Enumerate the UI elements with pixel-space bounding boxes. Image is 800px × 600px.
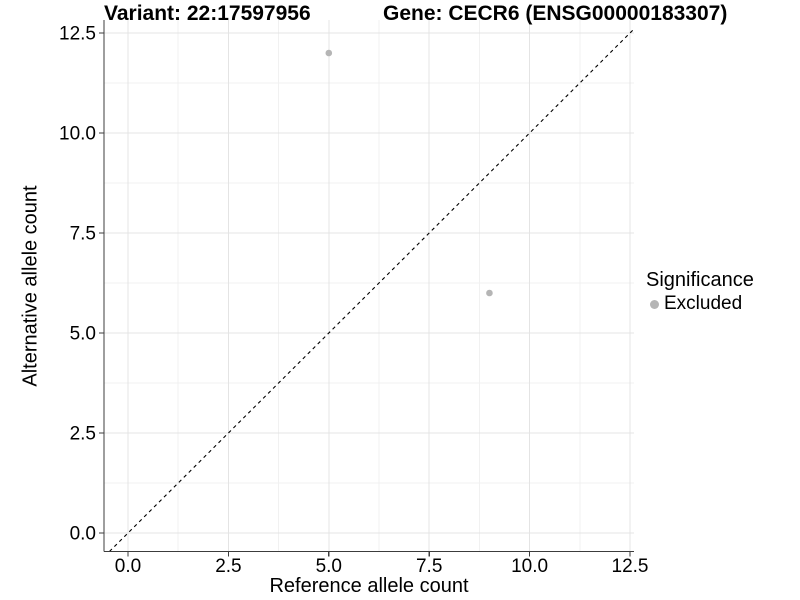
x-tick-label: 5.0 xyxy=(316,556,342,577)
x-tick-label: 12.5 xyxy=(612,556,649,577)
x-axis-title: Reference allele count xyxy=(269,575,469,597)
y-tick-label: 5.0 xyxy=(70,324,96,345)
y-tick-label: 2.5 xyxy=(70,424,96,445)
y-tick-label: 12.5 xyxy=(59,24,96,45)
y-tick-label: 10.0 xyxy=(59,124,96,145)
chart-title-variant: Variant: 22:17597956 xyxy=(104,2,311,25)
legend-item-excluded: Excluded xyxy=(650,293,754,315)
legend-item-label: Excluded xyxy=(664,293,743,314)
y-tick-label: 7.5 xyxy=(70,224,96,245)
x-tick-label: 2.5 xyxy=(215,556,241,577)
y-tick-label: 0.0 xyxy=(70,524,96,545)
data-point xyxy=(486,289,493,297)
legend-title: Significance xyxy=(646,269,754,291)
data-point xyxy=(325,49,333,57)
x-tick-label: 0.0 xyxy=(115,556,141,577)
chart-title-gene: Gene: CECR6 (ENSG00000183307) xyxy=(383,2,728,25)
excluded-point-icon xyxy=(650,299,659,309)
legend: Significance Excluded xyxy=(646,268,754,315)
identity-line xyxy=(109,28,635,552)
y-axis-title: Alternative allele count xyxy=(19,185,42,387)
x-tick-label: 7.5 xyxy=(416,556,442,577)
x-tick-label: 10.0 xyxy=(511,556,548,577)
